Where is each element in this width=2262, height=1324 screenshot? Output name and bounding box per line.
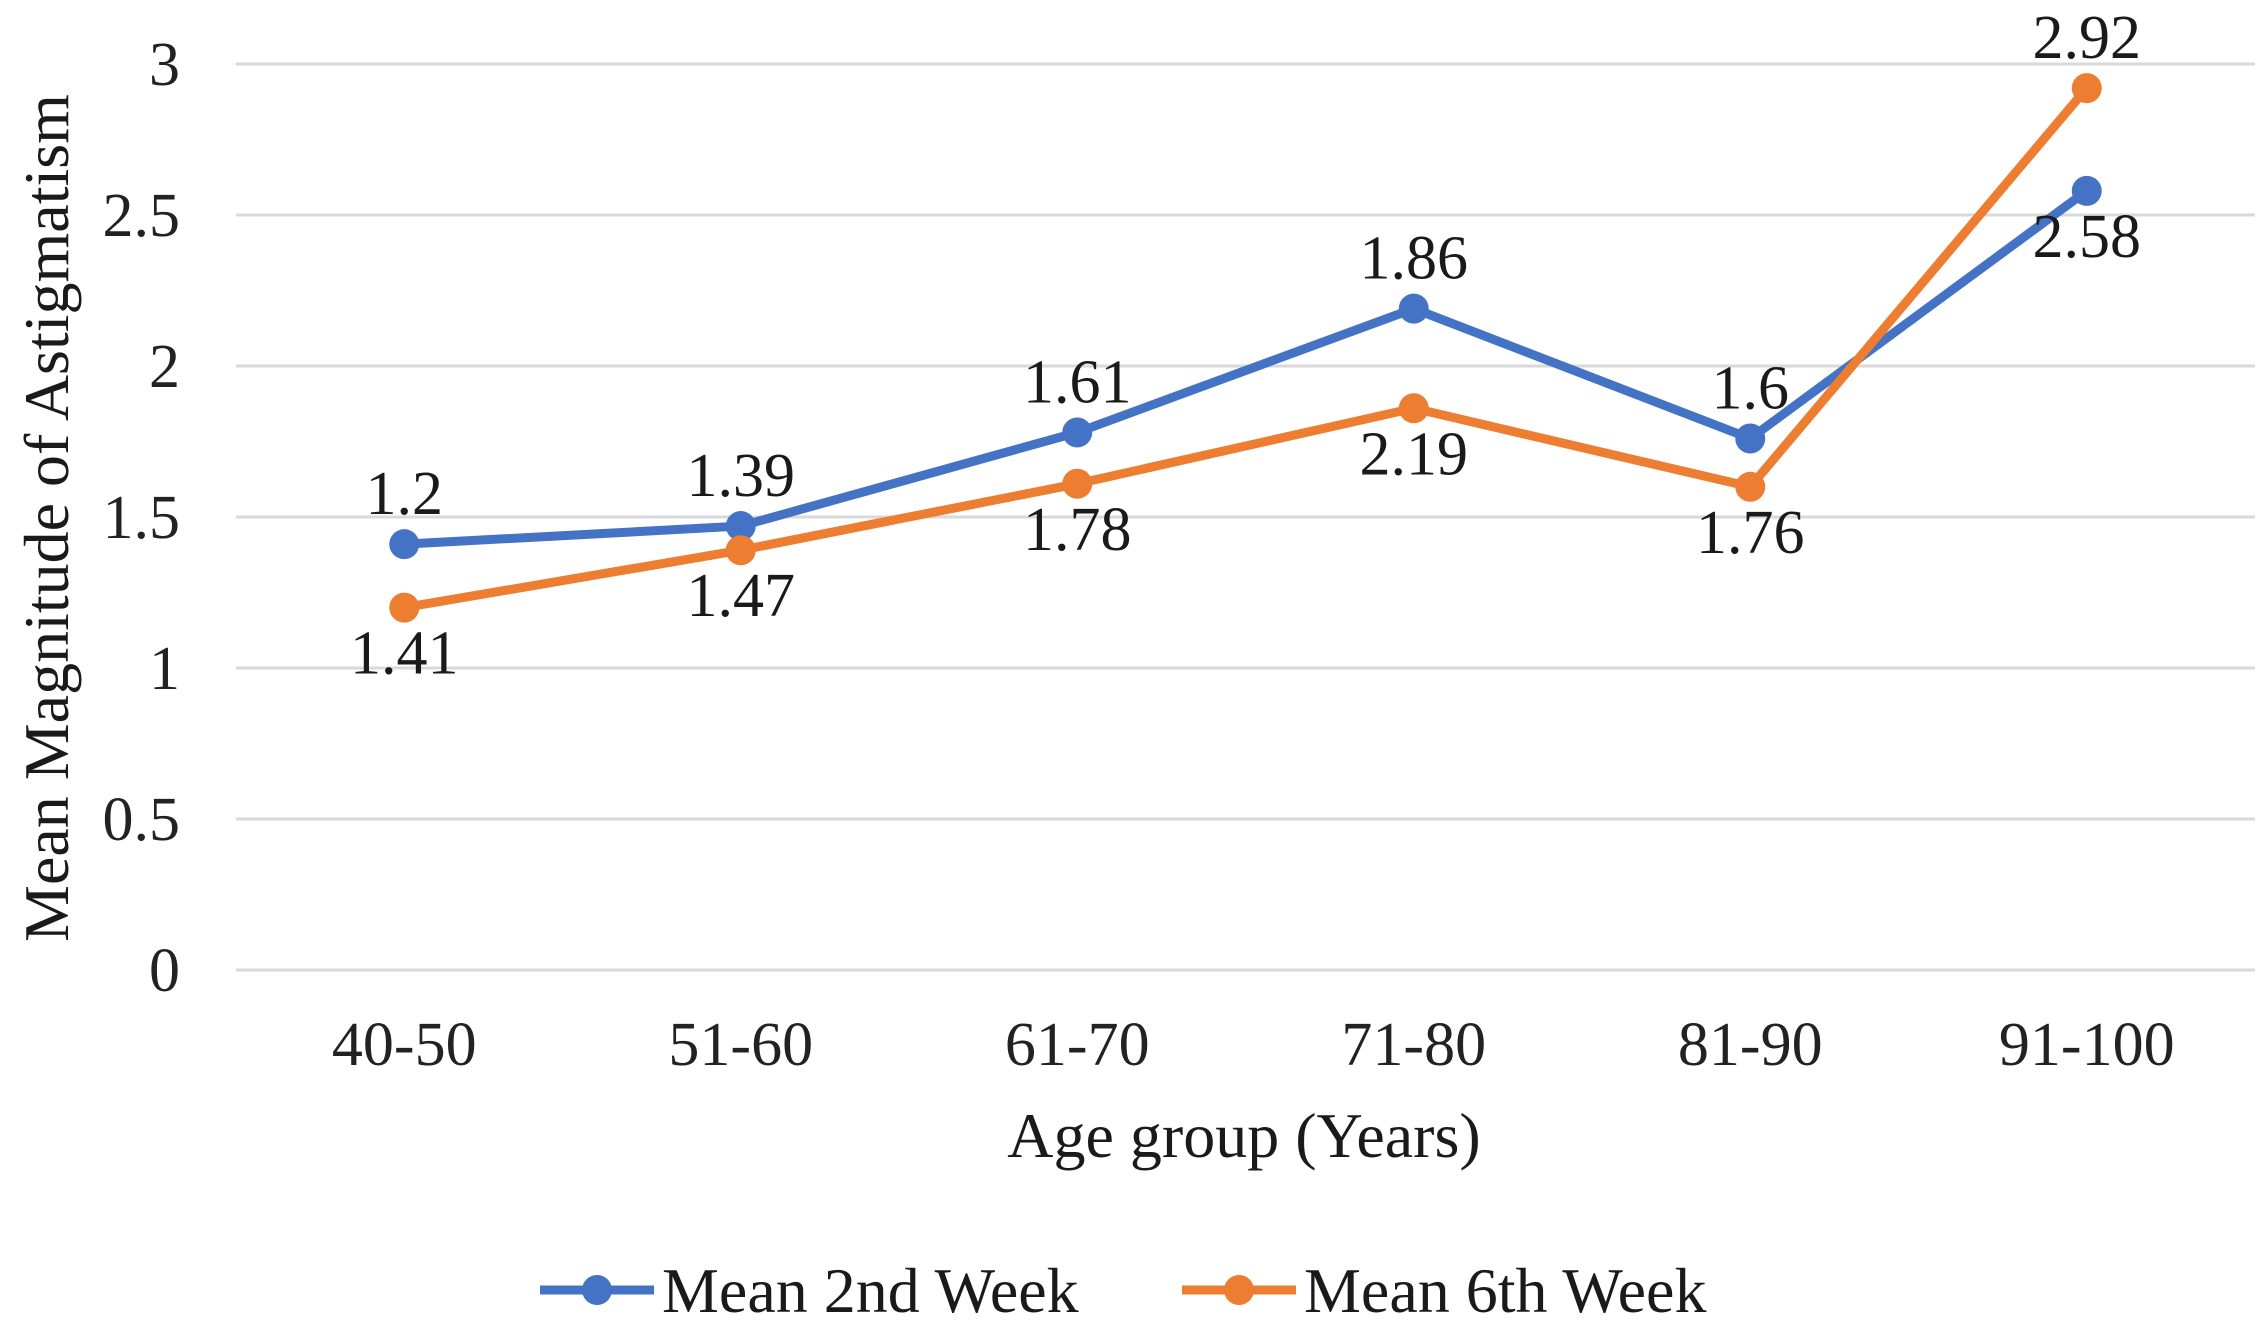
legend-swatch-marker [582,1275,612,1305]
x-tick-label: 51-60 [668,1011,813,1079]
data-label: 1.6 [1712,354,1790,422]
data-point [1735,423,1766,454]
y-tick-label: 0.5 [103,786,181,854]
legend-label: Mean 2nd Week [662,1255,1079,1324]
data-point [389,529,420,560]
data-point [1398,293,1429,324]
x-tick-label: 61-70 [1005,1011,1150,1079]
series-line-1 [399,186,2092,549]
data-label: 1.2 [366,460,444,528]
data-point [1062,417,1093,448]
y-tick-label: 0 [149,937,180,1005]
gridlines [236,62,2255,972]
data-label: 1.76 [1696,499,1805,567]
data-label: 2.58 [2033,203,2142,271]
data-label: 1.41 [350,620,459,688]
series-lines [389,73,2102,623]
data-point [725,511,756,542]
x-tick-label: 71-80 [1341,1011,1486,1079]
legend-label: Mean 6th Week [1304,1255,1706,1324]
y-axis-title: Mean Magnitude of Astigmatism [11,94,82,942]
legend-swatch-marker [1224,1275,1254,1305]
data-label: 1.86 [1360,225,1469,293]
data-point [2071,73,2102,104]
legend: Mean 2nd Week Mean 6th Week [540,1255,1706,1324]
x-axis-title: Age group (Years) [1007,1100,1480,1171]
data-label: 1.61 [1023,348,1132,416]
x-axis-ticks: 40-50 51-60 61-70 71-80 81-90 91-100 [332,1011,2175,1079]
data-point [1735,471,1766,502]
data-label: 1.39 [687,442,796,510]
data-label: 2.92 [2033,4,2142,72]
data-point [1398,393,1429,424]
data-point [2071,175,2102,206]
y-tick-label: 3 [149,31,180,99]
x-tick-label: 91-100 [1999,1011,2175,1079]
x-tick-label: 81-90 [1678,1011,1823,1079]
data-labels: 1.2 1.39 1.61 1.86 1.6 2.58 1.41 1.47 1.78 2.19 1.… [350,4,2141,687]
data-point [389,592,420,623]
data-label: 1.47 [687,562,796,630]
data-label: 2.19 [1360,420,1469,488]
y-tick-label: 1.5 [103,484,181,552]
y-tick-label: 1 [149,635,180,703]
y-tick-label: 2 [149,333,180,401]
data-point [725,535,756,566]
y-tick-label: 2.5 [103,182,181,250]
data-label: 1.78 [1023,496,1132,564]
data-point [1062,468,1093,499]
x-tick-label: 40-50 [332,1011,477,1079]
y-axis-ticks: 0 0.5 1 1.5 2 2.5 3 [103,31,181,1005]
series-line-2 [399,83,2092,613]
